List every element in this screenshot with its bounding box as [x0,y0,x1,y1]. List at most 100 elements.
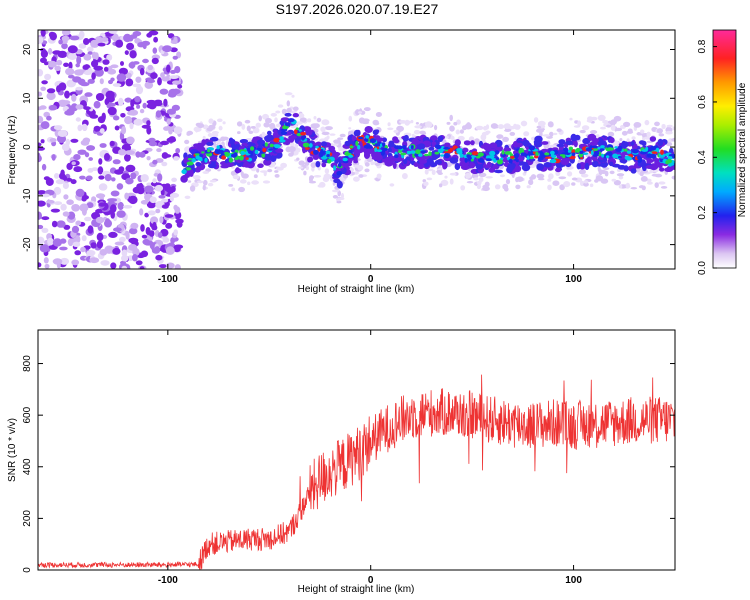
noise-blob [53,125,63,131]
y-tick-label: -20 [22,237,33,252]
noise-blob [132,83,142,88]
band-blob [449,157,459,164]
noise-blob [45,177,54,186]
noise-blob [166,118,171,125]
noise-blob [140,250,149,258]
halo-blob [253,174,258,179]
noise-blob [119,132,125,141]
ridge-blob [668,156,673,160]
ridge-blob [641,149,648,152]
ridge-blob [637,155,641,160]
ridge-blob [626,150,632,154]
ridge-blob [221,155,227,160]
band-blob [272,131,279,139]
halo-blob [228,184,234,187]
ridge-blob [394,154,399,159]
noise-blob [146,156,151,161]
snr-y-label: SNR (10 * v/v) [7,418,18,482]
band-blob [591,160,599,168]
ridge-blob [201,151,205,154]
halo-blob [313,116,317,120]
noise-blob [141,124,151,129]
ridge-blob [191,158,196,163]
halo-blob [431,169,436,175]
ridge-blob [601,153,605,158]
halo-blob [294,147,301,153]
halo-blob [476,183,481,190]
halo-blob [425,121,433,128]
ridge-blob [186,161,194,166]
ridge-blob [551,153,557,159]
halo-blob [255,122,261,128]
ridge-blob [550,150,555,155]
halo-blob [205,168,212,172]
noise-blob [94,68,104,77]
halo-blob [399,120,407,124]
halo-blob [514,124,521,130]
halo-blob [646,131,651,137]
band-blob [387,147,392,153]
halo-blob [353,171,359,175]
halo-blob [453,121,458,126]
noise-blob [85,175,93,181]
halo-blob [595,175,604,182]
halo-blob [509,131,516,136]
ridge-blob [367,146,373,149]
ridge-blob [592,154,599,157]
noise-blob [38,154,42,163]
noise-blob [53,201,63,206]
ridge-blob [510,155,515,159]
halo-blob [203,179,208,186]
halo-blob [260,170,268,173]
halo-blob [625,182,630,189]
noise-blob [40,57,47,64]
halo-blob [355,109,361,116]
ridge-blob [315,145,319,149]
noise-blob [99,78,104,85]
noise-blob [77,124,83,132]
band-blob [264,153,272,161]
ridge-blob [665,160,670,165]
noise-blob [38,146,45,151]
ridge-blob [579,150,584,154]
noise-blob [38,142,42,147]
noise-blob [125,177,134,185]
noise-blob [139,151,146,158]
halo-blob [502,136,509,142]
halo-blob [643,136,652,140]
ridge-blob [571,152,576,157]
noise-blob [177,84,183,89]
halo-blob [630,187,638,190]
noise-blob [64,90,70,99]
halo-blob [292,106,299,111]
halo-blob [456,119,461,125]
ridge-blob [608,151,613,157]
halo-blob [647,181,653,185]
halo-blob [410,119,414,124]
halo-blob [294,143,299,149]
halo-blob [291,94,295,98]
noise-blob [175,148,181,154]
halo-blob [619,138,623,142]
noise-blob [173,126,183,135]
noise-blob [154,246,161,254]
band-blob [592,138,600,143]
ridge-blob [648,147,654,152]
noise-blob [98,202,106,207]
halo-blob [370,161,375,166]
noise-blob [124,153,131,162]
ridge-blob [326,158,332,164]
band-blob [353,149,361,157]
band-blob [573,140,578,148]
halo-blob [324,168,330,175]
noise-blob [91,72,96,80]
ridge-blob [262,147,267,153]
noise-blob [170,237,176,244]
halo-blob [374,162,381,166]
ridge-blob [362,142,367,146]
halo-blob [297,166,304,169]
halo-blob [475,125,484,131]
halo-blob [460,185,466,191]
ridge-blob [606,147,614,151]
